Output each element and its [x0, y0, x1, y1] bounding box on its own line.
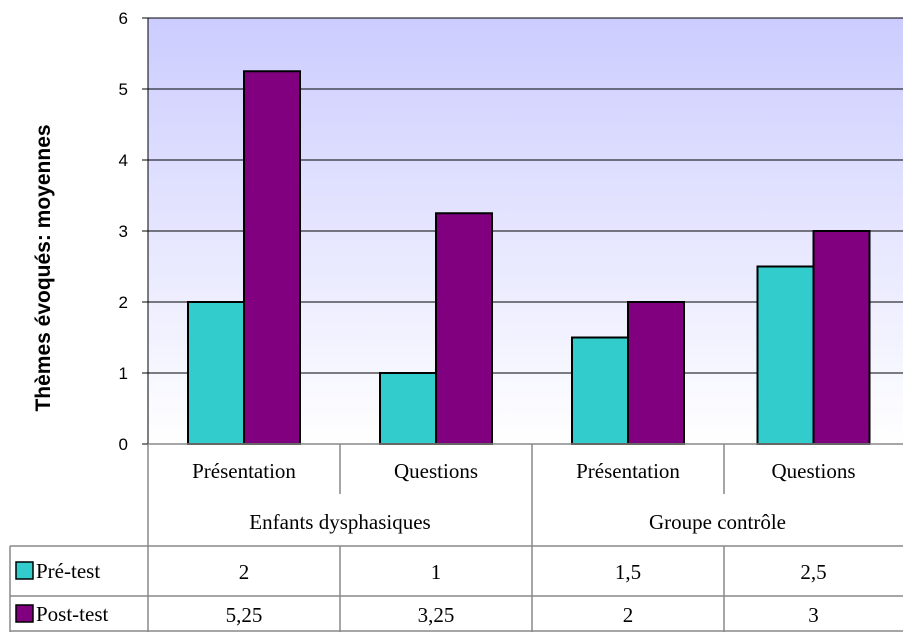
y-axis-label: Thèmes évoqués: moyennes	[32, 124, 55, 411]
y-tick-label: 6	[119, 9, 128, 28]
legend-swatch-pre	[15, 561, 34, 580]
table-value: 3,25	[418, 603, 455, 627]
group-label: Groupe contrôle	[649, 510, 786, 534]
y-tick-label: 3	[119, 222, 128, 241]
bar-pre-1	[379, 372, 437, 445]
group-label: Enfants dysphasiques	[249, 510, 430, 534]
y-tick-label: 4	[119, 151, 128, 170]
category-label: Questions	[394, 459, 478, 483]
category-label: Présentation	[192, 459, 296, 483]
bar-post-2	[627, 301, 685, 445]
y-tick-label: 1	[119, 364, 128, 383]
table-value: 2	[623, 603, 634, 627]
table-value: 1,5	[615, 560, 641, 584]
category-label: Présentation	[576, 459, 680, 483]
bar-pre-3	[756, 265, 815, 445]
table-value: 2,5	[800, 560, 826, 584]
table-value: 3	[808, 603, 819, 627]
legend-label: Post-test	[36, 602, 109, 626]
bars	[187, 70, 871, 445]
table-value: 5,25	[226, 603, 263, 627]
legend-swatch-post	[15, 604, 34, 623]
data-table: Présentation Questions Présentation Questio…	[9, 443, 903, 632]
bar-pre-2	[571, 336, 629, 445]
bar-post-0	[243, 70, 301, 445]
legend-label: Pré-test	[36, 559, 100, 583]
table-value: 2	[239, 560, 250, 584]
y-tick-label: 5	[119, 80, 128, 99]
y-axis-ticks: 0 1 2 3 4 5 6	[119, 9, 149, 454]
table-value: 1	[431, 560, 442, 584]
y-tick-label: 2	[119, 293, 128, 312]
y-tick-label: 0	[119, 435, 128, 454]
category-label: Questions	[772, 459, 856, 483]
bar-post-1	[435, 212, 493, 445]
bar-pre-0	[187, 301, 245, 445]
bar-post-3	[812, 230, 871, 445]
